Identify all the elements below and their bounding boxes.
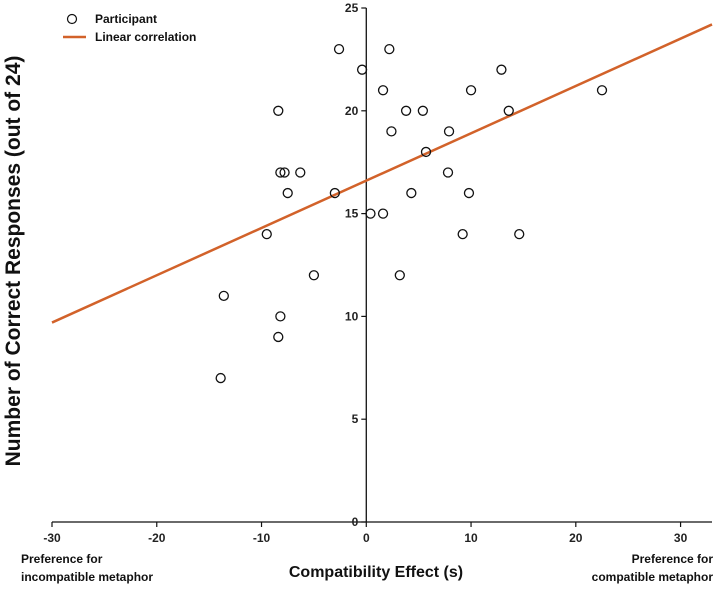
y-axis-title: Number of Correct Responses (out of 24)	[2, 56, 25, 467]
x-tick-label: 0	[363, 531, 370, 545]
participant-point	[333, 43, 345, 55]
x-tick-label: 10	[464, 531, 478, 545]
y-tick-label: 0	[352, 515, 359, 529]
participant-point	[275, 167, 286, 178]
participant-point	[295, 167, 306, 178]
tick-group: -30 -20 -10 0 10 20 30 0 5 10 15 20 25	[43, 1, 687, 545]
linear-correlation-line	[51, 23, 713, 324]
participant-point	[420, 146, 432, 158]
y-tick-label: 20	[345, 104, 359, 118]
x-axis-title: Compatibility Effect (s)	[289, 564, 463, 581]
trend-line-group	[51, 23, 713, 324]
participant-point	[503, 105, 514, 116]
participant-point	[457, 229, 468, 240]
participant-point	[496, 64, 507, 75]
participant-point	[384, 43, 395, 55]
participant-point	[386, 126, 397, 137]
y-tick-label: 5	[352, 412, 359, 426]
x-tick-label: -30	[43, 531, 61, 545]
legend-participant-marker	[66, 13, 78, 25]
legend: Participant Linear correlation	[63, 12, 196, 44]
participant-point	[356, 64, 368, 75]
y-tick-label: 10	[345, 309, 359, 323]
participant-point	[442, 167, 454, 178]
participant-point	[273, 331, 284, 343]
y-tick-label: 15	[345, 207, 359, 221]
axes	[52, 8, 712, 523]
participant-point	[282, 187, 293, 199]
annotation-left-line2: incompatible metaphor	[21, 570, 153, 584]
x-tick-label: 30	[674, 531, 688, 545]
x-tick-label: 20	[569, 531, 583, 545]
participant-point	[394, 270, 405, 281]
participant-point	[400, 105, 412, 116]
participant-point	[329, 187, 341, 199]
x-tick-label: -10	[253, 531, 271, 545]
participant-point	[377, 208, 389, 219]
participant-point	[443, 126, 455, 137]
participant-point	[377, 85, 389, 96]
participant-point	[463, 187, 475, 199]
y-tick-label: 25	[345, 1, 359, 15]
participant-point	[465, 85, 477, 96]
participant-point	[218, 290, 229, 301]
participant-point	[275, 311, 286, 322]
participant-point	[273, 105, 284, 116]
legend-line-label: Linear correlation	[95, 30, 196, 44]
participant-point	[261, 229, 272, 240]
participant-point	[514, 229, 525, 240]
points-group	[215, 43, 608, 384]
participant-point	[279, 167, 290, 178]
legend-participant-label: Participant	[95, 12, 157, 26]
participant-point	[417, 105, 429, 116]
participant-point	[406, 187, 417, 199]
participant-point	[596, 85, 608, 96]
participant-point	[215, 372, 226, 384]
annotation-right-line1: Preference for	[632, 552, 714, 566]
participant-point	[365, 208, 376, 219]
participant-point	[308, 270, 320, 281]
annotation-right-line2: compatible metaphor	[592, 570, 714, 584]
x-tick-label: -20	[148, 531, 166, 545]
annotation-left-line1: Preference for	[21, 552, 103, 566]
